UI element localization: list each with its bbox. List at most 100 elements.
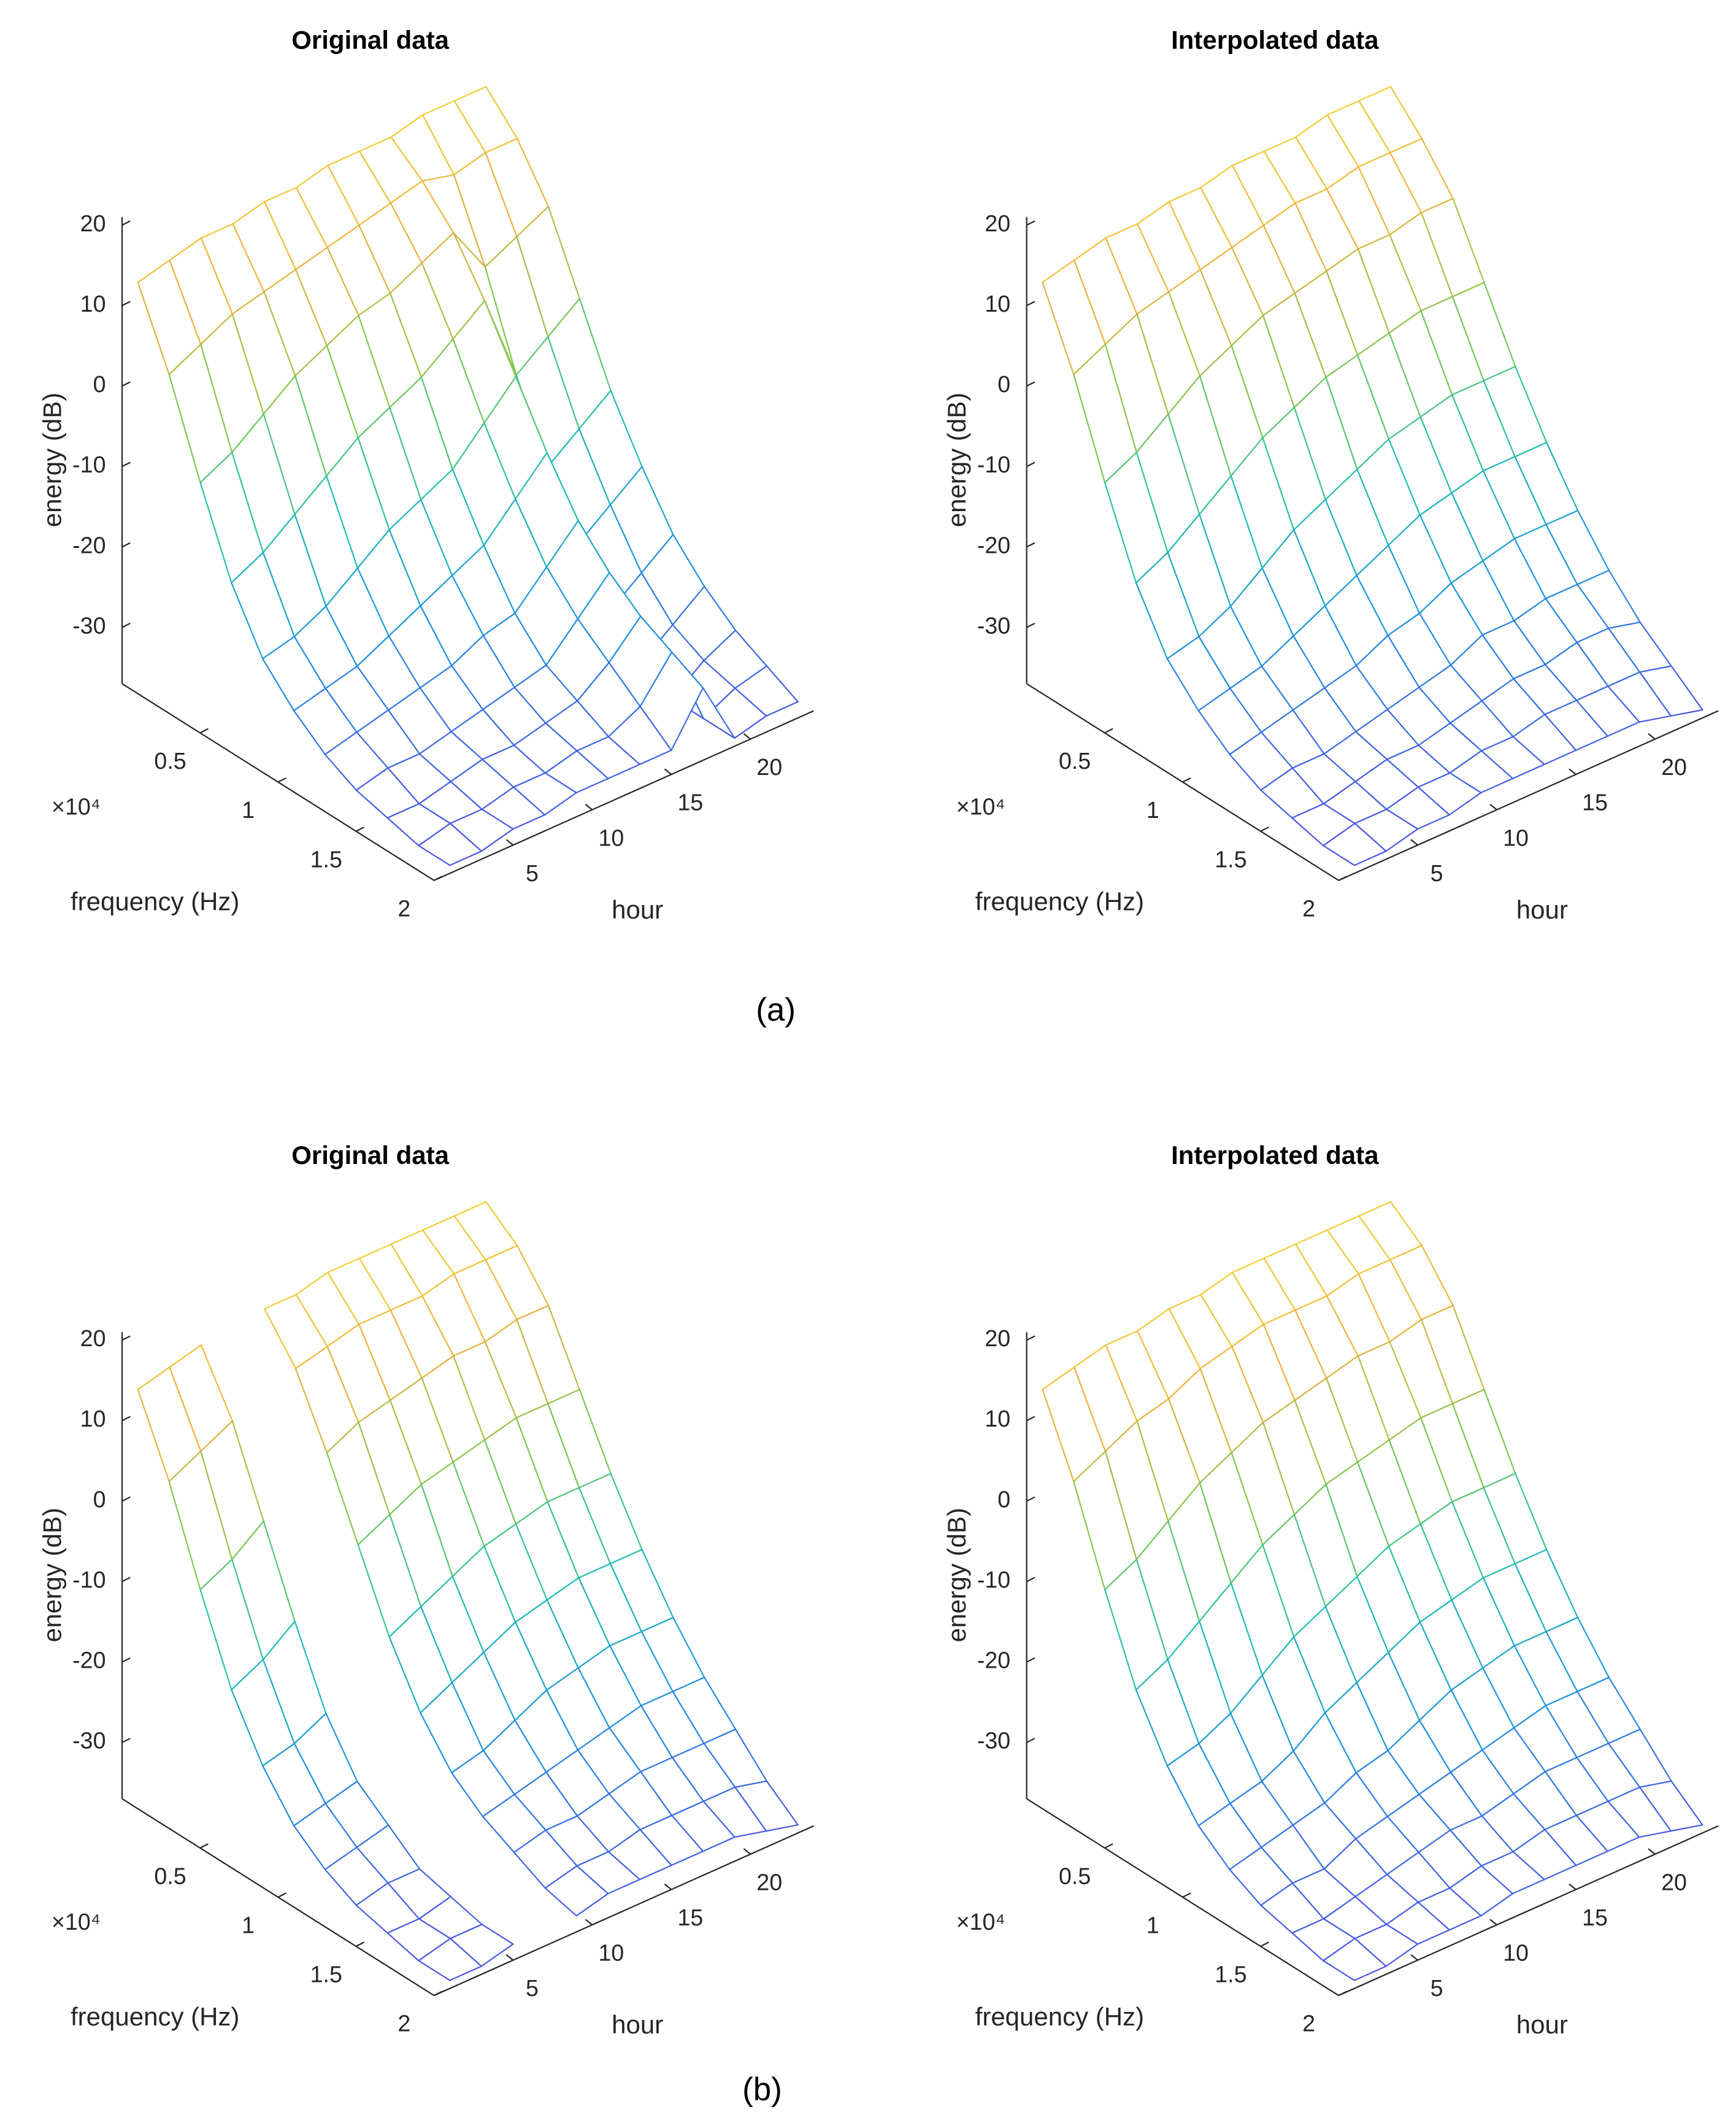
mesh-edge <box>610 390 643 468</box>
mesh-face <box>1576 1801 1640 1852</box>
mesh-face <box>1199 345 1263 476</box>
mesh-edge <box>1353 1965 1387 1981</box>
mesh-face <box>1419 583 1483 666</box>
mesh-face <box>483 1794 546 1852</box>
mesh-edge <box>1356 544 1389 577</box>
mesh-face <box>548 1389 611 1488</box>
mesh-edge <box>356 529 390 569</box>
mesh-face <box>1482 620 1545 679</box>
mesh-edge <box>1481 1727 1515 1751</box>
mesh-face <box>1295 189 1358 271</box>
x-tick <box>743 733 751 740</box>
mesh-edge <box>200 313 233 345</box>
x-tick-label: 15 <box>1582 790 1608 815</box>
mesh-face <box>1513 714 1577 765</box>
mesh-edge <box>355 789 388 819</box>
mesh-edge <box>639 706 672 751</box>
mesh-edge <box>1512 714 1546 738</box>
mesh-edge <box>547 1487 580 1503</box>
mesh-edge <box>1418 1851 1451 1889</box>
mesh-edge <box>577 661 610 702</box>
mesh-edge <box>1670 1780 1703 1826</box>
mesh-edge <box>734 1786 767 1832</box>
mesh-edge <box>1544 1757 1578 1773</box>
mesh-edge <box>1386 1851 1419 1876</box>
mesh-edge <box>1073 1451 1107 1482</box>
mesh-edge <box>543 792 577 816</box>
mesh-face <box>294 476 358 607</box>
mesh-face <box>1545 642 1608 701</box>
x-tick <box>585 803 593 811</box>
mesh-face <box>1294 1378 1358 1485</box>
mesh-edge <box>1513 1631 1547 1647</box>
mesh-edge <box>1575 1850 1608 1867</box>
mesh-edge <box>1418 687 1451 724</box>
mesh-edge <box>1261 709 1294 733</box>
mesh-face <box>422 1274 485 1356</box>
mesh-edge <box>1105 1344 1138 1422</box>
mesh-face <box>1419 1772 1482 1830</box>
mesh-edge <box>1166 636 1200 660</box>
mesh-edge <box>356 635 390 667</box>
mesh-edge <box>1577 1617 1610 1678</box>
mesh-edge <box>485 152 518 237</box>
mesh-edge <box>609 1705 642 1729</box>
mesh-edge <box>1230 437 1264 477</box>
z-tick <box>121 1576 131 1582</box>
mesh-face <box>327 225 391 316</box>
mesh-face <box>421 339 485 469</box>
mesh-face <box>356 768 420 818</box>
mesh-edge <box>1386 1794 1420 1817</box>
mesh-face <box>1452 282 1516 381</box>
mesh-edge <box>1229 606 1262 667</box>
mesh-edge <box>513 687 547 724</box>
mesh-face <box>454 87 518 153</box>
mesh-face <box>485 138 548 237</box>
mesh-edge <box>1419 1501 1453 1525</box>
mesh-edge <box>577 572 610 620</box>
mesh-face <box>1105 452 1168 583</box>
mesh-edge <box>1545 598 1578 644</box>
mesh-edge <box>546 452 579 522</box>
mesh-edge <box>420 574 453 607</box>
z-tick <box>121 1657 131 1663</box>
mesh-edge <box>357 407 391 439</box>
mesh-face <box>169 344 232 483</box>
mesh-edge <box>1104 452 1137 484</box>
mesh-edge <box>294 1368 328 1454</box>
mesh-edge <box>390 1295 423 1311</box>
mesh-face <box>1263 1310 1327 1401</box>
mesh-edge <box>1073 1481 1106 1590</box>
mesh-edge <box>1417 814 1450 830</box>
mesh-edge <box>1513 598 1546 622</box>
mesh-face <box>578 1563 642 1646</box>
mesh-edge <box>418 753 451 782</box>
mesh-edge <box>231 452 264 553</box>
mesh-edge <box>547 206 580 299</box>
mesh-edge <box>294 1346 328 1370</box>
mesh-edge <box>545 1829 578 1867</box>
mesh-edge <box>1418 722 1451 746</box>
mesh-face <box>1074 237 1137 345</box>
mesh-edge <box>607 1828 641 1853</box>
mesh-edge <box>327 1271 360 1325</box>
mesh-face <box>1418 723 1482 773</box>
mesh-edge <box>453 1273 486 1343</box>
mesh-face <box>357 530 421 636</box>
mesh-face <box>483 687 546 746</box>
mesh-edge <box>1291 803 1324 819</box>
z-tick-label: -20 <box>72 532 106 558</box>
y-tick <box>199 728 209 734</box>
mesh-edge <box>609 1563 642 1633</box>
mesh-edge <box>1167 1368 1201 1400</box>
mesh-edge <box>609 1645 642 1706</box>
mesh-face <box>1231 437 1294 568</box>
mesh-edge <box>231 1659 264 1691</box>
mesh-face <box>1358 152 1422 235</box>
mesh-edge <box>1577 509 1610 571</box>
mesh-edge <box>671 1757 704 1802</box>
mesh-edge <box>169 1344 202 1368</box>
mesh-edge <box>672 534 705 587</box>
mesh-face <box>1232 225 1295 316</box>
mesh-face <box>358 1400 421 1515</box>
